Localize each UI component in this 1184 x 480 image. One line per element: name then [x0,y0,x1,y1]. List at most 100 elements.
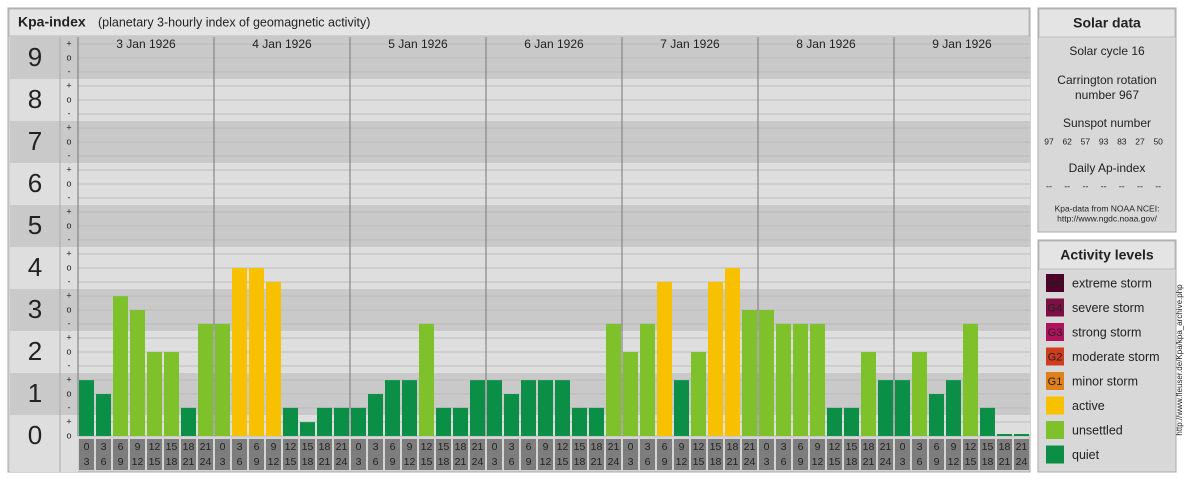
hour-label: 12 [965,441,977,453]
hour-label: 0 [220,441,226,453]
third-label: o [66,388,71,398]
bar [436,407,451,436]
hour-label: 6 [526,441,532,453]
hour-label: 18 [166,456,178,468]
hour-box [776,439,791,470]
hour-label: 18 [727,441,739,453]
band [10,163,78,205]
third-label: o [66,262,71,272]
hour-box [436,439,451,470]
hour-box [453,439,468,470]
third-label: + [66,290,71,300]
hour-label: 21 [863,456,875,468]
hour-box [130,439,145,470]
hour-label: 3 [628,456,634,468]
bar [79,380,94,436]
levels-header [1038,240,1176,270]
hour-label: 21 [319,456,331,468]
hour-box [1014,439,1029,470]
third-label: o [66,178,71,188]
hour-label: 12 [557,441,569,453]
hour-label: 6 [118,441,124,453]
hour-box [368,439,383,470]
hour-label: 12 [829,441,841,453]
hour-box [334,439,349,470]
hour-box [232,439,247,470]
hour-box [827,439,842,470]
hour-label: 18 [319,441,331,453]
bar [232,268,247,436]
bar [623,352,638,436]
level-swatch [1046,347,1064,366]
title-bar [8,8,1030,37]
hour-label: 3 [492,456,498,468]
hour-box [283,439,298,470]
band [10,415,78,472]
bar [1014,434,1029,436]
ap-value: -- [1155,181,1161,191]
level-swatch [1046,274,1064,292]
third-label: o [66,136,71,146]
hour-label: 0 [628,441,634,453]
chart-subtitle: (planetary 3-hourly index of geomagnetic… [98,15,370,29]
hour-label: 18 [591,441,603,453]
hour-box [980,439,995,470]
hour-box [844,439,859,470]
y-tick-label: 2 [28,336,42,366]
hour-box [810,439,825,470]
hour-label: 12 [268,456,280,468]
bar [895,380,910,436]
hour-box [385,439,400,470]
hour-box [742,439,757,470]
level-badge: G5 [1048,278,1063,290]
solar-header [1038,8,1176,38]
hour-label: 15 [166,441,178,453]
bar [844,407,859,436]
carrington: number 967 [1075,88,1139,102]
solar-title: Solar data [1073,15,1141,31]
band [10,331,78,373]
bar [674,380,689,436]
bar [266,281,281,436]
hour-label: 6 [662,441,668,453]
hour-label: 6 [645,456,651,468]
hour-box [402,439,417,470]
hour-box [623,439,638,470]
hour-label: 3 [356,456,362,468]
bar [878,380,893,436]
hour-label: 12 [404,456,416,468]
bar [861,352,876,436]
level-swatch [1046,298,1064,317]
hour-box [487,439,502,470]
bar [215,323,230,436]
bar [504,394,519,436]
hour-label: 6 [390,441,396,453]
hour-label: 9 [679,441,685,453]
sunspot-value: 57 [1081,136,1091,146]
hour-label: 3 [645,441,651,453]
level-label: unsettled [1072,423,1123,437]
hour-label: 9 [934,456,940,468]
hour-label: 18 [982,456,994,468]
hour-box [946,439,961,470]
hour-label: 6 [373,456,379,468]
hour-label: 21 [591,456,603,468]
band [10,247,78,289]
bar [317,407,332,436]
bar [249,268,264,436]
hour-label: 21 [200,441,212,453]
hour-label: 3 [237,441,243,453]
y-tick-label: 6 [28,168,42,198]
hour-label: 9 [662,456,668,468]
hour-label: 12 [285,441,297,453]
hour-label: 6 [509,456,515,468]
third-label: o [66,304,71,314]
hour-label: 12 [676,456,688,468]
hour-label: 21 [999,456,1011,468]
bar [351,407,366,436]
y-tick-label: 7 [28,126,42,156]
hour-box [657,439,672,470]
bar [827,407,842,436]
hour-label: 15 [149,456,161,468]
hour-box [759,439,774,470]
